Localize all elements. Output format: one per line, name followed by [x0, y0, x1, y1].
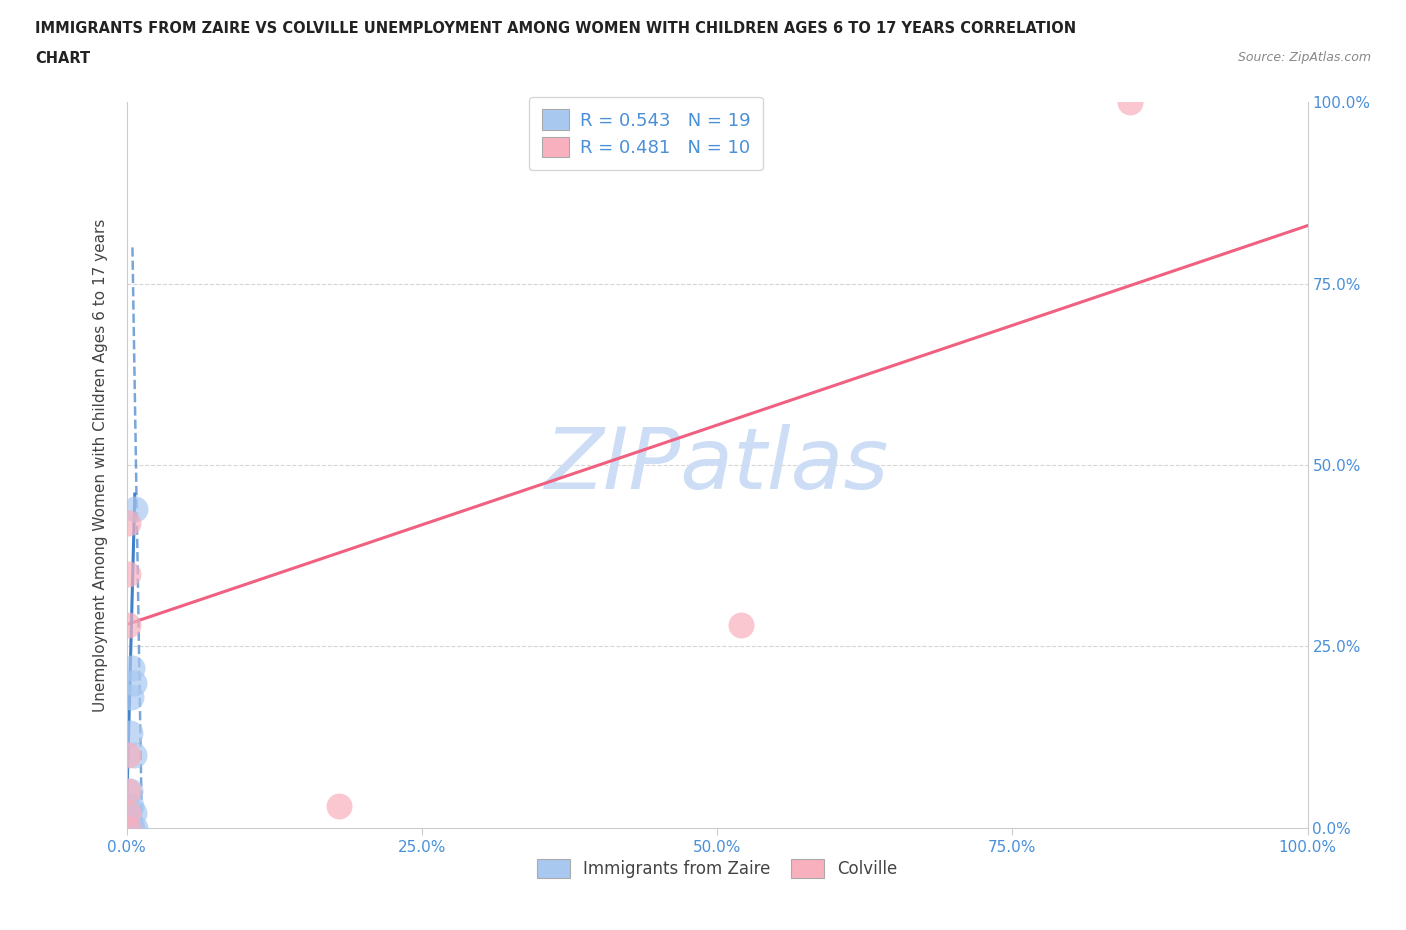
Point [120, 820, 142, 835]
Point [120, 690, 142, 705]
Point [117, 820, 139, 835]
Point [120, 726, 142, 741]
Point [117, 566, 139, 581]
Point [117, 515, 139, 530]
Text: IMMIGRANTS FROM ZAIRE VS COLVILLE UNEMPLOYMENT AMONG WOMEN WITH CHILDREN AGES 6 : IMMIGRANTS FROM ZAIRE VS COLVILLE UNEMPL… [35, 21, 1076, 36]
Point [1119, 95, 1142, 110]
Point [730, 618, 752, 632]
Text: CHART: CHART [35, 51, 90, 66]
Point [118, 820, 141, 835]
Point [328, 799, 350, 814]
Point [120, 799, 142, 814]
Text: Source: ZipAtlas.com: Source: ZipAtlas.com [1237, 51, 1371, 64]
Point [117, 784, 139, 799]
Point [122, 675, 145, 690]
Point [124, 820, 146, 835]
Point [117, 820, 139, 835]
Point [122, 748, 145, 763]
Point [122, 805, 145, 820]
Point [121, 660, 143, 675]
Point [118, 805, 141, 820]
Point [120, 784, 142, 799]
Point [117, 748, 139, 763]
Point [120, 820, 142, 835]
Point [117, 820, 139, 835]
Legend: Immigrants from Zaire, Colville: Immigrants from Zaire, Colville [530, 852, 904, 884]
Point [118, 820, 141, 835]
Point [124, 501, 146, 516]
Point [117, 820, 139, 835]
Point [117, 805, 139, 820]
Point [117, 618, 139, 632]
Y-axis label: Unemployment Among Women with Children Ages 6 to 17 years: Unemployment Among Women with Children A… [93, 219, 108, 711]
Text: ZIPatlas: ZIPatlas [546, 423, 889, 507]
Point [121, 820, 143, 835]
